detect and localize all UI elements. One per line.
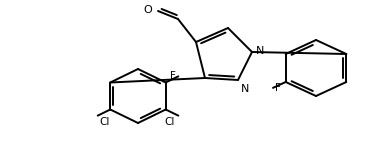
Text: Cl: Cl xyxy=(164,117,174,127)
Text: F: F xyxy=(275,83,281,93)
Text: F: F xyxy=(170,71,176,81)
Text: Cl: Cl xyxy=(100,117,110,127)
Text: N: N xyxy=(241,84,249,94)
Text: O: O xyxy=(143,5,152,15)
Text: N: N xyxy=(256,46,264,56)
